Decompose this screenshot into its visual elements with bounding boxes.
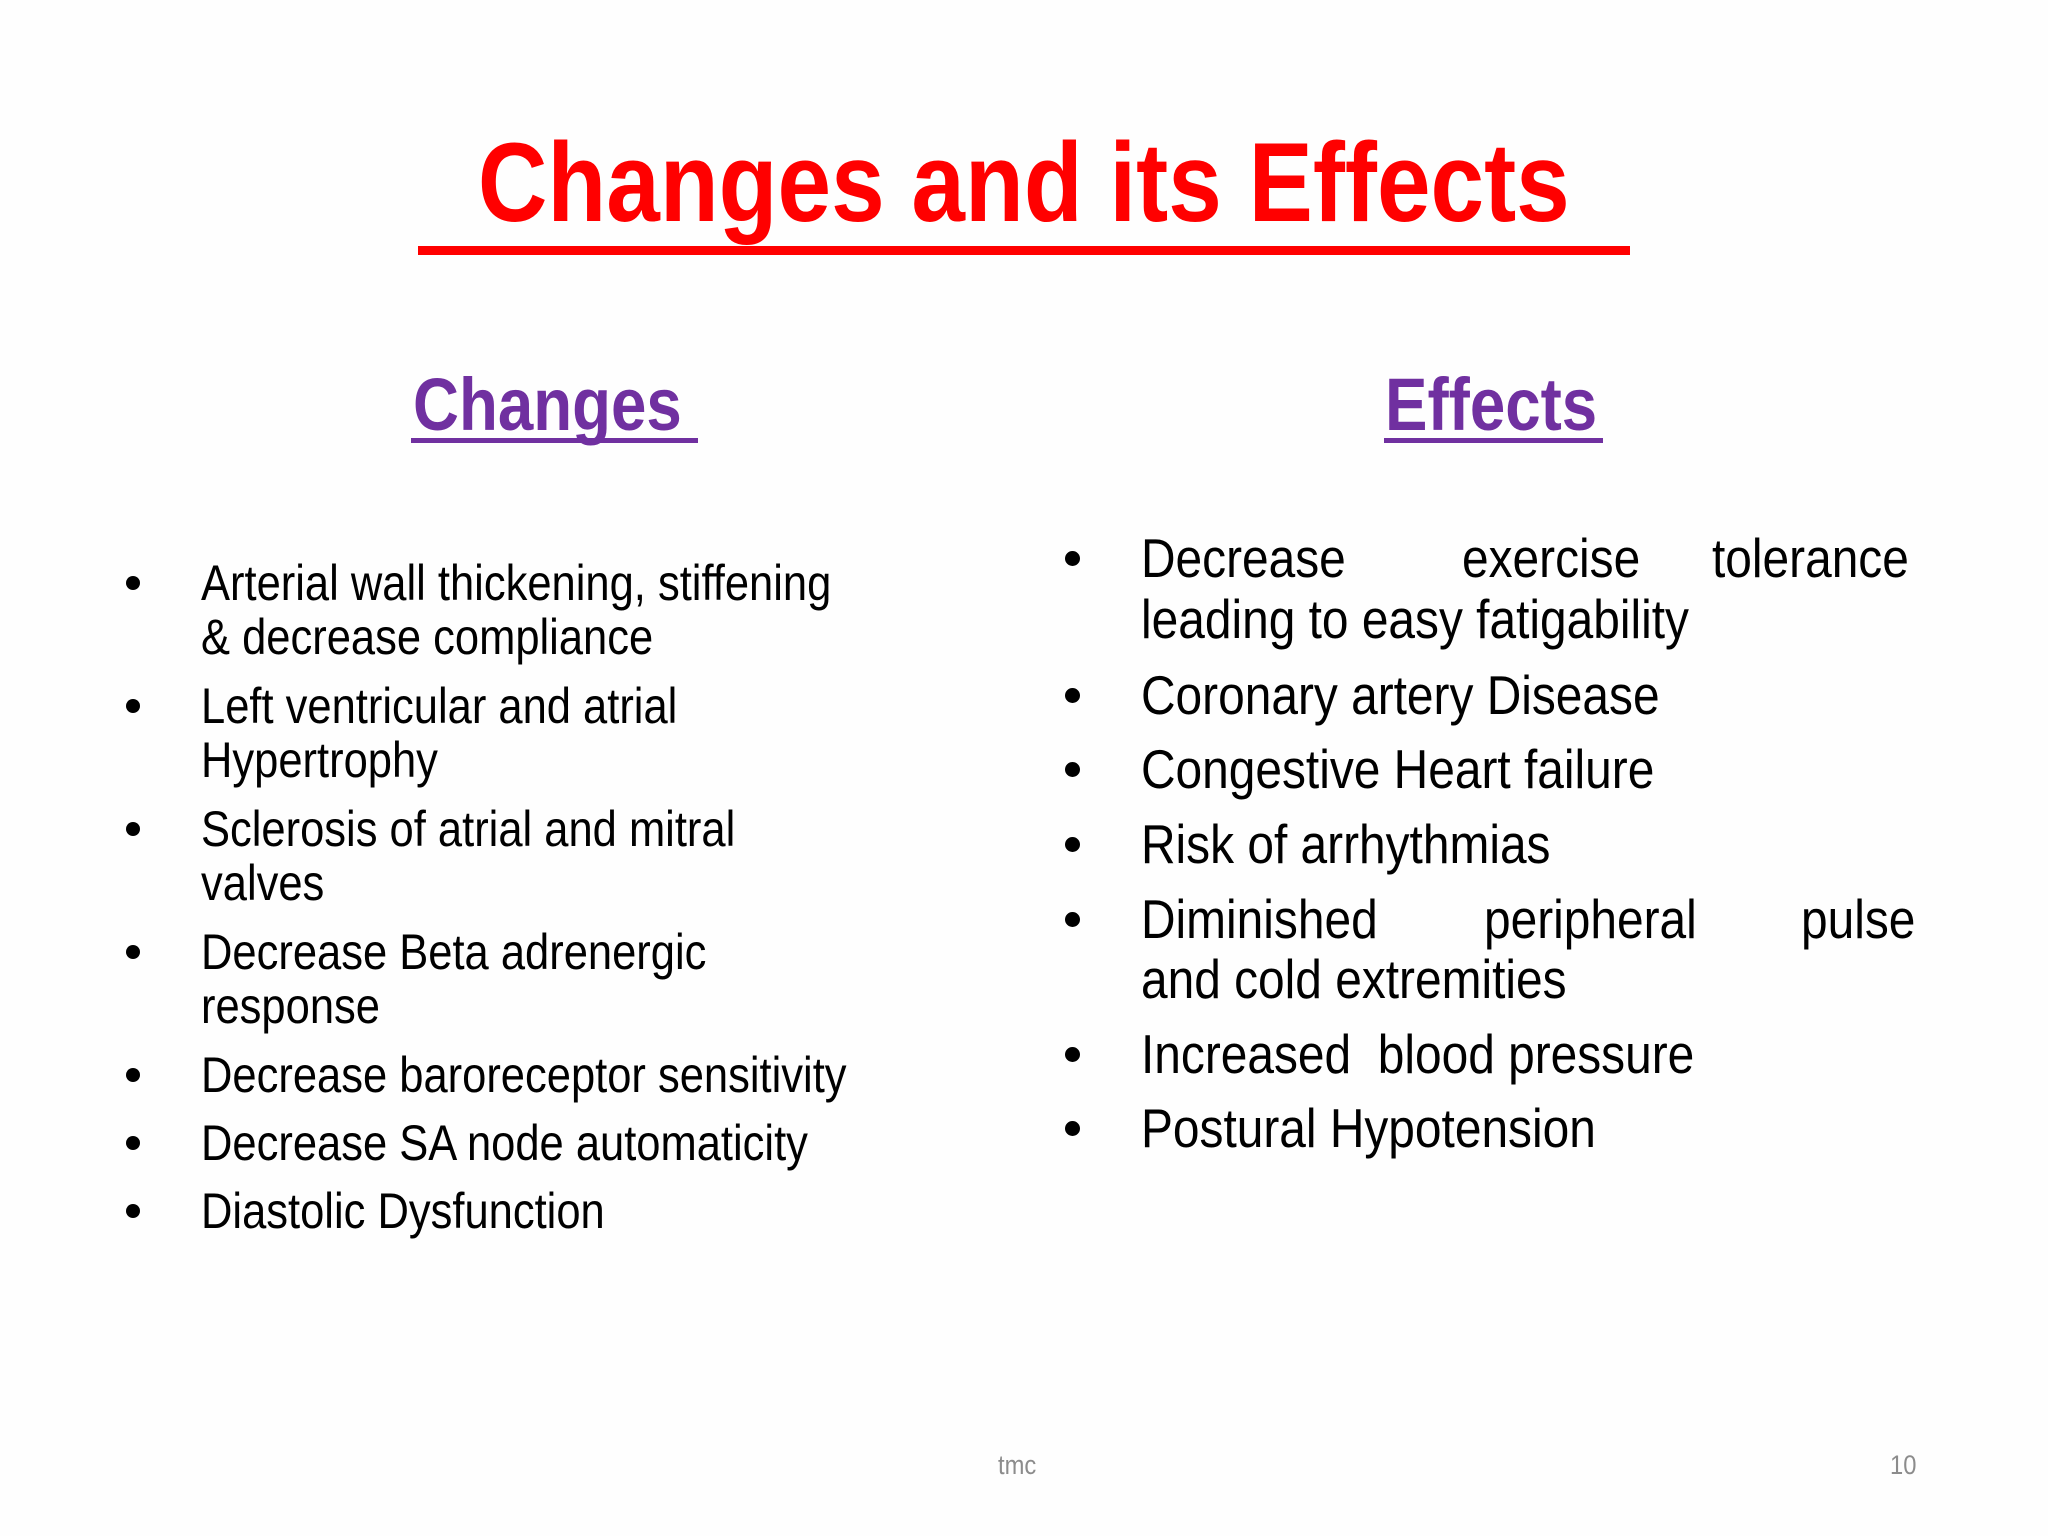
changes-item-5-line-0: Decrease SA node automaticity (201, 1115, 808, 1171)
changes-item-1-line-1: Hypertrophy (201, 732, 438, 788)
changes-item-3-line-1: response (201, 978, 380, 1034)
effects-item-4-word-2: pulse (1800, 888, 1915, 950)
changes-item-2-line-1: valves (201, 855, 325, 911)
changes-heading: Changes (413, 363, 682, 446)
bullet-icon (1065, 837, 1080, 852)
changes-item-0-line-0: Arterial wall thickening, stiffening (201, 555, 832, 611)
bullet-icon (126, 1204, 140, 1218)
effects-item-5-line-0: Increased blood pressure (1141, 1023, 1695, 1085)
title-underline (418, 246, 1630, 255)
changes-item-3-line-0: Decrease Beta adrenergic (201, 924, 707, 980)
bullet-icon (126, 699, 140, 713)
bullet-icon (126, 1136, 140, 1150)
effects-item-6-line-0: Postural Hypotension (1141, 1097, 1596, 1159)
changes-item-0-line-1: & decrease compliance (201, 609, 654, 665)
changes-item-4-line-0: Decrease baroreceptor sensitivity (201, 1047, 847, 1103)
footer-text: tmc (998, 1450, 1037, 1480)
effects-item-0-line-1: leading to easy fatigability (1141, 588, 1689, 650)
bullet-icon (1065, 688, 1080, 703)
bullet-icon (126, 576, 140, 590)
effects-item-4-word-0: Diminished (1141, 888, 1378, 950)
effects-item-0-word-0: Decrease (1141, 527, 1346, 589)
effects-heading: Effects (1385, 363, 1598, 446)
effects-item-0-line-0: Decrease exercise tolerance (1141, 527, 1920, 589)
effects-item-4-word-1: peripheral (1484, 888, 1698, 950)
changes-item-1-line-0: Left ventricular and atrial (201, 678, 678, 734)
bullet-icon (126, 945, 140, 959)
bullet-icon (1065, 551, 1080, 566)
effects-item-0-word-2: tolerance (1711, 527, 1909, 589)
slide-number: 10 (1890, 1450, 1917, 1480)
bullet-icon (1065, 912, 1080, 927)
changes-heading-underline (411, 438, 698, 443)
bullet-icon (126, 822, 140, 836)
effects-heading-underline (1384, 438, 1603, 443)
slide-title-container: Changes and its Effects (0, 118, 2048, 248)
changes-item-2-line-0: Sclerosis of atrial and mitral (201, 801, 736, 857)
bullet-icon (1065, 1121, 1080, 1136)
bullet-icon (126, 1068, 140, 1082)
bullet-icon (1065, 762, 1080, 777)
effects-item-1-line-0: Coronary artery Disease (1141, 664, 1660, 726)
slide-title: Changes and its Effects (478, 120, 1570, 245)
effects-item-0-word-1: exercise (1461, 527, 1640, 589)
changes-item-6-line-0: Diastolic Dysfunction (201, 1183, 605, 1239)
effects-item-4-line-1: and cold extremities (1141, 948, 1567, 1010)
bullet-icon (1065, 1047, 1080, 1062)
effects-item-4-line-0: Diminished peripheral pulse (1141, 888, 1920, 950)
effects-item-3-line-0: Risk of arrhythmias (1141, 813, 1551, 875)
effects-item-2-line-0: Congestive Heart failure (1141, 738, 1655, 800)
